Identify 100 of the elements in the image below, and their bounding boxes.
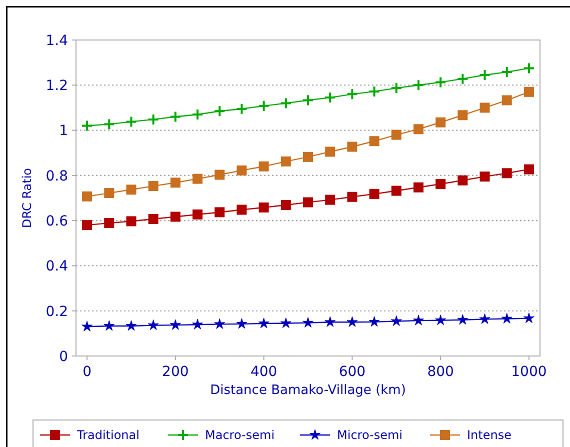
point	[258, 202, 269, 212]
point	[436, 117, 446, 128]
point	[214, 207, 225, 218]
point	[347, 192, 358, 202]
point	[81, 120, 94, 132]
point	[390, 82, 402, 94]
point	[148, 320, 159, 330]
point	[522, 62, 535, 74]
y-tick-label: 1	[59, 123, 68, 140]
point	[368, 85, 380, 98]
point	[502, 95, 512, 106]
point	[258, 100, 270, 112]
x-tick-label: 0	[82, 364, 92, 380]
point	[412, 79, 424, 92]
point	[170, 319, 181, 330]
point	[214, 105, 226, 118]
point	[192, 318, 204, 330]
point	[280, 97, 292, 110]
x-tick-label: 1000	[511, 364, 547, 380]
point	[524, 86, 534, 97]
point	[280, 156, 291, 166]
point	[458, 175, 468, 186]
point	[214, 318, 226, 329]
point	[82, 320, 93, 332]
point	[369, 188, 380, 199]
point	[502, 168, 512, 178]
point	[82, 220, 92, 230]
point	[324, 92, 336, 104]
point	[434, 76, 447, 88]
point	[148, 181, 158, 192]
point	[214, 170, 225, 180]
point	[147, 113, 160, 126]
point	[480, 172, 490, 182]
x-tick-label: 600	[338, 364, 366, 380]
x-tick-label: 200	[162, 364, 189, 380]
x-axis-title: Distance Bamako-Village (km)	[210, 383, 406, 398]
point	[126, 216, 136, 226]
point	[413, 124, 424, 134]
y-tick-label: 0	[59, 348, 68, 365]
point	[82, 191, 92, 202]
point	[325, 146, 336, 157]
point	[169, 110, 182, 123]
point	[524, 164, 534, 174]
y-tick-label: 0.8	[46, 168, 68, 184]
point	[302, 317, 314, 328]
point	[303, 197, 313, 208]
point	[436, 179, 446, 190]
y-tick-label: 1.4	[46, 32, 68, 49]
point	[104, 188, 114, 198]
point	[391, 186, 402, 196]
point	[390, 315, 402, 326]
point	[192, 174, 203, 184]
point	[236, 204, 247, 215]
point	[413, 182, 424, 192]
point	[435, 314, 446, 326]
point	[412, 314, 424, 326]
x-tick-label: 400	[250, 364, 278, 380]
point	[456, 72, 469, 85]
point	[125, 116, 138, 128]
legend-label: Intense	[467, 428, 512, 442]
point	[236, 102, 248, 115]
y-tick-label: 0.2	[46, 304, 68, 320]
legend-label: Micro-semi	[337, 428, 403, 442]
point	[258, 161, 269, 172]
point	[347, 142, 358, 152]
point	[280, 200, 291, 210]
point	[236, 165, 247, 176]
y-tick-label: 0.6	[46, 213, 68, 230]
y-tick-label: 0.4	[46, 258, 68, 275]
point	[236, 318, 248, 329]
legend-label: Traditional	[76, 428, 140, 442]
point	[480, 102, 490, 113]
point	[346, 88, 358, 100]
legend-label: Macro-semi	[205, 428, 275, 442]
point	[369, 136, 380, 146]
point	[126, 320, 137, 331]
point	[258, 318, 270, 328]
point	[478, 68, 491, 81]
point	[280, 318, 292, 328]
point	[104, 320, 115, 331]
x-tick-label: 800	[427, 364, 454, 380]
point	[479, 313, 490, 324]
point	[303, 152, 313, 162]
point	[500, 66, 513, 78]
point	[324, 316, 336, 327]
point	[126, 184, 136, 195]
point	[501, 313, 512, 324]
point	[302, 94, 314, 106]
point	[391, 130, 402, 140]
point	[523, 312, 534, 324]
y-tick-label: 1.2	[46, 78, 68, 94]
y-axis-title: DRC Ratio	[20, 168, 34, 228]
point	[192, 209, 203, 220]
point	[368, 316, 380, 327]
point	[346, 316, 358, 327]
point	[457, 314, 468, 325]
point	[170, 178, 180, 188]
point	[170, 212, 180, 222]
point	[103, 118, 116, 130]
point	[104, 218, 114, 228]
